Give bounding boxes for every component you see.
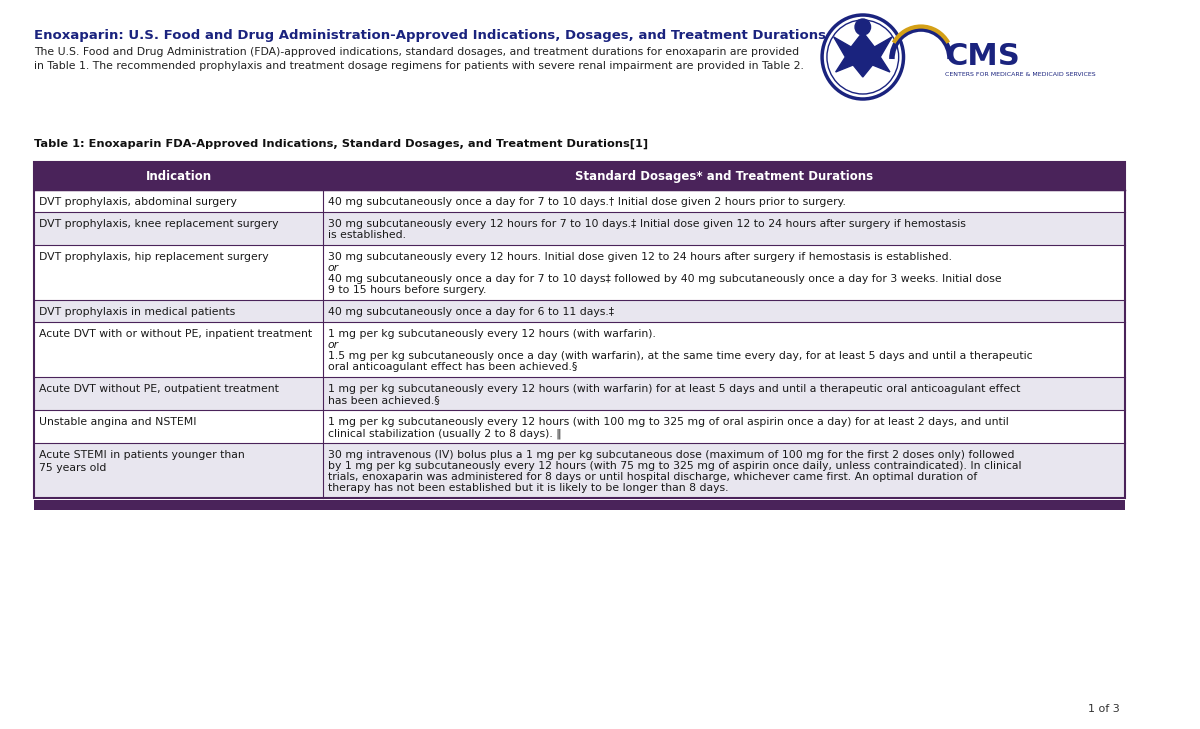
- Polygon shape: [834, 32, 892, 77]
- Bar: [323, 377, 1124, 410]
- Text: DVT prophylaxis in medical patients: DVT prophylaxis in medical patients: [38, 307, 235, 317]
- Text: DVT prophylaxis, knee replacement surgery: DVT prophylaxis, knee replacement surger…: [38, 219, 278, 229]
- Bar: [323, 300, 1124, 322]
- Text: 40 mg subcutaneously once a day for 7 to 10 days‡ followed by 40 mg subcutaneous: 40 mg subcutaneously once a day for 7 to…: [328, 274, 1002, 284]
- Bar: [323, 245, 1124, 300]
- Text: 30 mg subcutaneously every 12 hours. Initial dose given 12 to 24 hours after sur: 30 mg subcutaneously every 12 hours. Ini…: [328, 252, 952, 262]
- Bar: [34, 162, 1124, 498]
- Text: DVT prophylaxis, abdominal surgery: DVT prophylaxis, abdominal surgery: [38, 197, 236, 207]
- Text: The U.S. Food and Drug Administration (FDA)-approved indications, standard dosag: The U.S. Food and Drug Administration (F…: [34, 47, 804, 71]
- Text: has been achieved.§: has been achieved.§: [328, 395, 439, 405]
- Bar: [34, 190, 323, 212]
- Bar: [34, 245, 323, 300]
- Bar: [34, 212, 323, 245]
- Text: therapy has not been established but it is likely to be longer than 8 days.: therapy has not been established but it …: [328, 483, 728, 493]
- Bar: [323, 410, 1124, 443]
- Bar: [323, 190, 1124, 212]
- Bar: [34, 162, 1124, 190]
- Text: Acute STEMI in patients younger than
75 years old: Acute STEMI in patients younger than 75 …: [38, 450, 245, 473]
- Text: Unstable angina and NSTEMI: Unstable angina and NSTEMI: [38, 417, 197, 427]
- Text: 1 mg per kg subcutaneously every 12 hours (with warfarin).: 1 mg per kg subcutaneously every 12 hour…: [328, 329, 655, 339]
- Text: Standard Dosages* and Treatment Durations: Standard Dosages* and Treatment Duration…: [575, 170, 872, 182]
- Text: is established.: is established.: [328, 230, 406, 240]
- Text: CMS: CMS: [946, 42, 1020, 71]
- Text: Indication: Indication: [145, 170, 211, 182]
- Text: DVT prophylaxis, hip replacement surgery: DVT prophylaxis, hip replacement surgery: [38, 252, 269, 262]
- Text: Enoxaparin: U.S. Food and Drug Administration-Approved Indications, Dosages, and: Enoxaparin: U.S. Food and Drug Administr…: [34, 29, 826, 42]
- Circle shape: [856, 19, 870, 35]
- Text: or: or: [328, 340, 338, 350]
- Bar: [323, 500, 1124, 510]
- Text: trials, enoxaparin was administered for 8 days or until hospital discharge, whic: trials, enoxaparin was administered for …: [328, 472, 977, 482]
- Bar: [34, 443, 323, 498]
- Text: 40 mg subcutaneously once a day for 7 to 10 days.† Initial dose given 2 hours pr: 40 mg subcutaneously once a day for 7 to…: [328, 197, 846, 207]
- Text: Acute DVT with or without PE, inpatient treatment: Acute DVT with or without PE, inpatient …: [38, 329, 312, 339]
- Text: 30 mg subcutaneously every 12 hours for 7 to 10 days.‡ Initial dose given 12 to : 30 mg subcutaneously every 12 hours for …: [328, 219, 966, 229]
- Text: Acute DVT without PE, outpatient treatment: Acute DVT without PE, outpatient treatme…: [38, 384, 278, 394]
- Text: 1 mg per kg subcutaneously every 12 hours (with 100 mg to 325 mg of oral aspirin: 1 mg per kg subcutaneously every 12 hour…: [328, 417, 1008, 427]
- Bar: [323, 322, 1124, 377]
- Text: 9 to 15 hours before surgery.: 9 to 15 hours before surgery.: [328, 285, 486, 295]
- Text: 30 mg intravenous (IV) bolus plus a 1 mg per kg subcutaneous dose (maximum of 10: 30 mg intravenous (IV) bolus plus a 1 mg…: [328, 450, 1014, 460]
- Bar: [34, 500, 323, 510]
- Bar: [34, 300, 323, 322]
- Text: clinical stabilization (usually 2 to 8 days). ‖: clinical stabilization (usually 2 to 8 d…: [328, 428, 562, 439]
- Text: by 1 mg per kg subcutaneously every 12 hours (with 75 mg to 325 mg of aspirin on: by 1 mg per kg subcutaneously every 12 h…: [328, 461, 1021, 471]
- Text: 1 of 3: 1 of 3: [1088, 704, 1120, 714]
- Text: Table 1: Enoxaparin FDA-Approved Indications, Standard Dosages, and Treatment Du: Table 1: Enoxaparin FDA-Approved Indicat…: [34, 139, 648, 149]
- Text: oral anticoagulant effect has been achieved.§: oral anticoagulant effect has been achie…: [328, 362, 577, 372]
- Bar: [34, 377, 323, 410]
- Text: or: or: [328, 263, 338, 273]
- Bar: [323, 212, 1124, 245]
- Text: CENTERS FOR MEDICARE & MEDICAID SERVICES: CENTERS FOR MEDICARE & MEDICAID SERVICES: [946, 71, 1096, 77]
- Bar: [323, 443, 1124, 498]
- Text: 1 mg per kg subcutaneously every 12 hours (with warfarin) for at least 5 days an: 1 mg per kg subcutaneously every 12 hour…: [328, 384, 1020, 394]
- Bar: [34, 322, 323, 377]
- Text: 40 mg subcutaneously once a day for 6 to 11 days.‡: 40 mg subcutaneously once a day for 6 to…: [328, 307, 614, 317]
- Bar: [34, 410, 323, 443]
- Text: 1.5 mg per kg subcutaneously once a day (with warfarin), at the same time every : 1.5 mg per kg subcutaneously once a day …: [328, 351, 1032, 361]
